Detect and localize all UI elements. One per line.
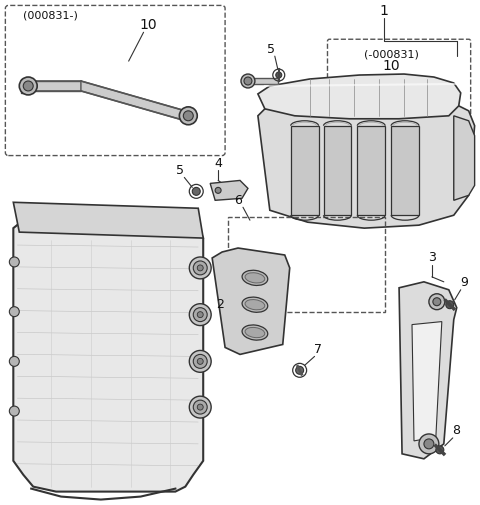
Circle shape bbox=[193, 261, 207, 275]
Text: 5: 5 bbox=[267, 43, 275, 56]
Circle shape bbox=[241, 74, 255, 88]
Polygon shape bbox=[210, 180, 248, 200]
Text: 10: 10 bbox=[382, 59, 400, 73]
Ellipse shape bbox=[242, 297, 268, 312]
Circle shape bbox=[276, 72, 282, 78]
Circle shape bbox=[9, 257, 19, 267]
Polygon shape bbox=[81, 81, 185, 121]
Ellipse shape bbox=[245, 299, 265, 310]
Circle shape bbox=[19, 77, 37, 95]
Text: (-000831): (-000831) bbox=[364, 49, 419, 59]
Circle shape bbox=[424, 439, 434, 449]
Circle shape bbox=[193, 308, 207, 322]
Circle shape bbox=[419, 434, 439, 454]
Text: 3: 3 bbox=[428, 251, 436, 265]
Text: 7: 7 bbox=[313, 343, 322, 356]
Polygon shape bbox=[258, 74, 461, 119]
Circle shape bbox=[197, 359, 203, 364]
Ellipse shape bbox=[245, 327, 265, 338]
Polygon shape bbox=[399, 282, 457, 459]
Polygon shape bbox=[391, 126, 419, 215]
Text: 8: 8 bbox=[452, 425, 460, 437]
Circle shape bbox=[446, 300, 454, 309]
Polygon shape bbox=[13, 220, 203, 491]
Text: 4: 4 bbox=[214, 157, 222, 170]
Polygon shape bbox=[250, 78, 278, 84]
Text: 1: 1 bbox=[380, 5, 389, 18]
Circle shape bbox=[244, 77, 252, 85]
Circle shape bbox=[193, 400, 207, 414]
Polygon shape bbox=[212, 248, 290, 355]
Circle shape bbox=[9, 406, 19, 416]
Circle shape bbox=[183, 111, 193, 121]
Circle shape bbox=[429, 294, 445, 310]
Text: 6: 6 bbox=[234, 194, 242, 207]
Polygon shape bbox=[324, 126, 351, 215]
Circle shape bbox=[197, 404, 203, 410]
Circle shape bbox=[180, 107, 197, 125]
Circle shape bbox=[197, 265, 203, 271]
Polygon shape bbox=[258, 98, 475, 228]
Ellipse shape bbox=[245, 273, 265, 283]
Circle shape bbox=[189, 396, 211, 418]
Circle shape bbox=[192, 187, 200, 195]
Text: 10: 10 bbox=[140, 18, 157, 32]
Text: (000831-): (000831-) bbox=[23, 11, 78, 20]
Circle shape bbox=[296, 366, 304, 374]
Circle shape bbox=[433, 298, 441, 306]
Text: 5: 5 bbox=[176, 164, 184, 177]
Circle shape bbox=[215, 187, 221, 193]
Circle shape bbox=[9, 307, 19, 317]
Circle shape bbox=[193, 355, 207, 368]
Circle shape bbox=[189, 350, 211, 372]
Circle shape bbox=[436, 446, 444, 454]
Ellipse shape bbox=[242, 325, 268, 340]
Ellipse shape bbox=[242, 270, 268, 285]
Polygon shape bbox=[454, 116, 475, 200]
Text: 2: 2 bbox=[216, 298, 224, 311]
Circle shape bbox=[9, 357, 19, 366]
Polygon shape bbox=[291, 126, 319, 215]
Circle shape bbox=[197, 312, 203, 318]
Polygon shape bbox=[13, 203, 203, 238]
Circle shape bbox=[23, 81, 33, 91]
Text: 9: 9 bbox=[460, 276, 468, 289]
Circle shape bbox=[189, 257, 211, 279]
Polygon shape bbox=[21, 79, 31, 93]
Circle shape bbox=[189, 304, 211, 326]
Polygon shape bbox=[357, 126, 385, 215]
Polygon shape bbox=[29, 81, 81, 91]
Polygon shape bbox=[412, 322, 442, 441]
